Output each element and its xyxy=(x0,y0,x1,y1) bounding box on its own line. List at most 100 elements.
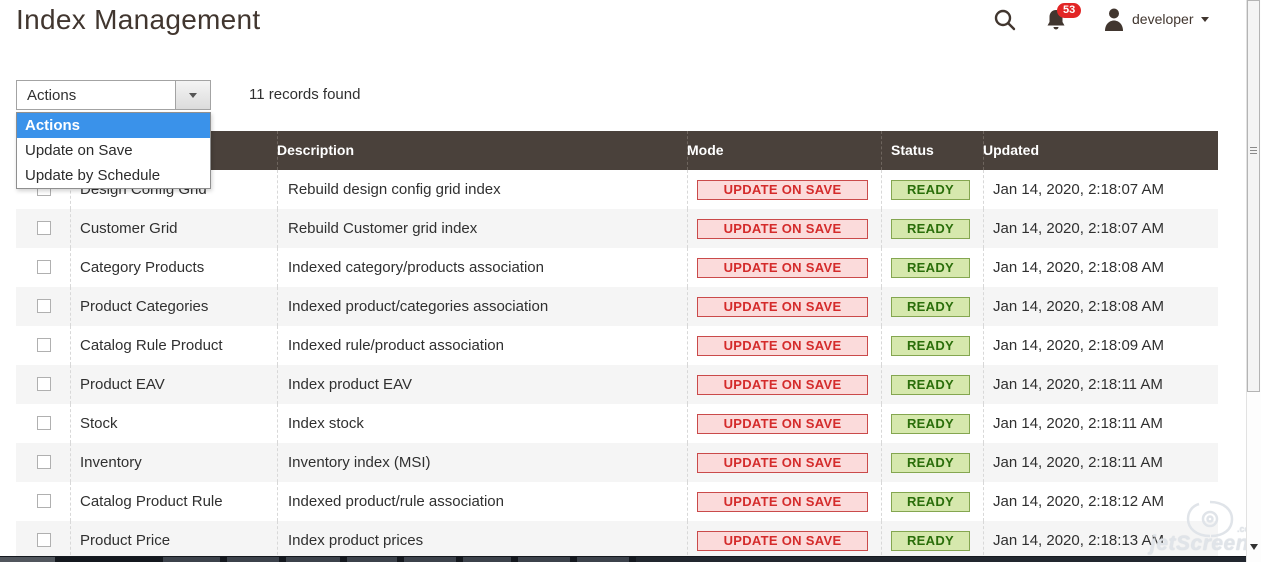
updated-timestamp: Jan 14, 2020, 2:18:07 AM xyxy=(993,181,1164,198)
updated-timestamp: Jan 14, 2020, 2:18:09 AM xyxy=(993,337,1164,354)
table-row: Customer Grid Rebuild Customer grid inde… xyxy=(16,209,1218,248)
indexer-description: Inventory index (MSI) xyxy=(288,454,431,471)
table-row: Product Categories Indexed product/categ… xyxy=(16,287,1218,326)
status-badge: READY xyxy=(891,375,970,395)
caret-down-icon xyxy=(1200,16,1209,26)
mode-badge: UPDATE ON SAVE xyxy=(697,336,868,356)
notifications-button[interactable]: 53 xyxy=(1045,3,1082,32)
column-header-status: Status xyxy=(891,142,934,158)
status-badge: READY xyxy=(891,219,970,239)
row-checkbox[interactable] xyxy=(37,494,51,508)
indexer-description: Index product EAV xyxy=(288,376,412,393)
column-divider xyxy=(277,131,278,170)
status-badge: READY xyxy=(891,258,970,278)
table-row: Product EAV Index product EAV UPDATE ON … xyxy=(16,365,1218,404)
indexer-name: Product EAV xyxy=(80,376,165,393)
search-icon xyxy=(994,9,1016,31)
indexer-description: Indexed product/rule association xyxy=(288,493,504,510)
table-row: Inventory Inventory index (MSI) UPDATE O… xyxy=(16,443,1218,482)
mode-badge: UPDATE ON SAVE xyxy=(697,297,868,317)
page-title: Index Management xyxy=(16,4,261,35)
updated-timestamp: Jan 14, 2020, 2:18:08 AM xyxy=(993,298,1164,315)
updated-timestamp: Jan 14, 2020, 2:18:08 AM xyxy=(993,259,1164,276)
indexer-description: Index stock xyxy=(288,415,364,432)
column-divider xyxy=(687,131,688,170)
mode-badge: UPDATE ON SAVE xyxy=(697,375,868,395)
table-row: Catalog Rule Product Indexed rule/produc… xyxy=(16,326,1218,365)
dropdown-option-update-by-schedule[interactable]: Update by Schedule xyxy=(25,167,161,184)
user-menu[interactable]: developer xyxy=(1103,7,1209,31)
grid-body: Design Config Grid Rebuild design config… xyxy=(16,170,1218,560)
status-badge: READY xyxy=(891,531,970,551)
table-row: Stock Index stock UPDATE ON SAVE READY J… xyxy=(16,404,1218,443)
mode-badge: UPDATE ON SAVE xyxy=(697,453,868,473)
indexer-description: Indexed product/categories association xyxy=(288,298,549,315)
indexer-name: Inventory xyxy=(80,454,142,471)
indexer-description: Rebuild design config grid index xyxy=(288,181,501,198)
person-icon xyxy=(1105,8,1123,31)
column-header-description: Description xyxy=(277,142,355,158)
indexer-name: Customer Grid xyxy=(80,220,178,237)
dropdown-option-update-on-save[interactable]: Update on Save xyxy=(25,142,133,159)
indexer-name: Stock xyxy=(80,415,118,432)
records-count: 11 records found xyxy=(249,86,361,103)
actions-dropdown-list: Actions Update on Save Update by Schedul… xyxy=(16,112,211,189)
indexer-description: Indexed rule/product association xyxy=(288,337,504,354)
column-header-updated: Updated xyxy=(983,142,1039,158)
select-arrow-button[interactable] xyxy=(175,81,210,109)
scrollbar-thumb[interactable] xyxy=(1247,0,1260,392)
indexer-description: Index product prices xyxy=(288,532,424,549)
row-checkbox[interactable] xyxy=(37,533,51,547)
status-badge: READY xyxy=(891,336,970,356)
indexer-name: Catalog Product Rule xyxy=(80,493,223,510)
mode-badge: UPDATE ON SAVE xyxy=(697,219,868,239)
indexer-name: Product Categories xyxy=(80,298,209,315)
user-name: developer xyxy=(1132,11,1194,27)
scrollbar-down-arrow[interactable] xyxy=(1250,544,1258,554)
indexer-description: Indexed category/products association xyxy=(288,259,544,276)
status-badge: READY xyxy=(891,297,970,317)
status-badge: READY xyxy=(891,453,970,473)
caret-down-icon xyxy=(189,93,197,102)
search-button[interactable] xyxy=(993,8,1017,32)
row-checkbox[interactable] xyxy=(37,260,51,274)
table-row: Product Price Index product prices UPDAT… xyxy=(16,521,1218,560)
mode-badge: UPDATE ON SAVE xyxy=(697,258,868,278)
updated-timestamp: Jan 14, 2020, 2:18:07 AM xyxy=(993,220,1164,237)
status-badge: READY xyxy=(891,492,970,512)
updated-timestamp: Jan 14, 2020, 2:18:11 AM xyxy=(993,415,1163,432)
row-checkbox[interactable] xyxy=(37,299,51,313)
column-divider xyxy=(983,131,984,170)
table-row: Catalog Product Rule Indexed product/rul… xyxy=(16,482,1218,521)
vertical-scrollbar[interactable] xyxy=(1246,0,1261,562)
mode-badge: UPDATE ON SAVE xyxy=(697,492,868,512)
indexer-name: Category Products xyxy=(80,259,205,276)
mode-badge: UPDATE ON SAVE xyxy=(697,531,868,551)
column-header-mode: Mode xyxy=(687,142,724,158)
indexer-name: Catalog Rule Product xyxy=(80,337,223,354)
column-divider xyxy=(881,131,882,170)
updated-timestamp: Jan 14, 2020, 2:18:11 AM xyxy=(993,454,1163,471)
indexer-name: Product Price xyxy=(80,532,171,549)
updated-timestamp: Jan 14, 2020, 2:18:12 AM xyxy=(993,493,1164,510)
row-checkbox[interactable] xyxy=(37,416,51,430)
row-checkbox[interactable] xyxy=(37,221,51,235)
row-checkbox[interactable] xyxy=(37,338,51,352)
mode-badge: UPDATE ON SAVE xyxy=(697,414,868,434)
table-header: Description Mode Status Updated xyxy=(16,131,1218,170)
status-badge: READY xyxy=(891,180,970,200)
indexer-description: Rebuild Customer grid index xyxy=(288,220,478,237)
notification-count-badge: 53 xyxy=(1057,3,1082,18)
actions-select-value: Actions xyxy=(27,86,77,104)
dropdown-option-actions[interactable]: Actions xyxy=(17,113,210,138)
table-row: Category Products Indexed category/produ… xyxy=(16,248,1218,287)
updated-timestamp: Jan 14, 2020, 2:18:13 AM xyxy=(993,532,1164,549)
taskbar-strip xyxy=(0,556,1261,562)
status-badge: READY xyxy=(891,414,970,434)
updated-timestamp: Jan 14, 2020, 2:18:11 AM xyxy=(993,376,1163,393)
actions-select[interactable]: Actions xyxy=(16,80,211,110)
mode-badge: UPDATE ON SAVE xyxy=(697,180,868,200)
row-checkbox[interactable] xyxy=(37,377,51,391)
row-checkbox[interactable] xyxy=(37,455,51,469)
